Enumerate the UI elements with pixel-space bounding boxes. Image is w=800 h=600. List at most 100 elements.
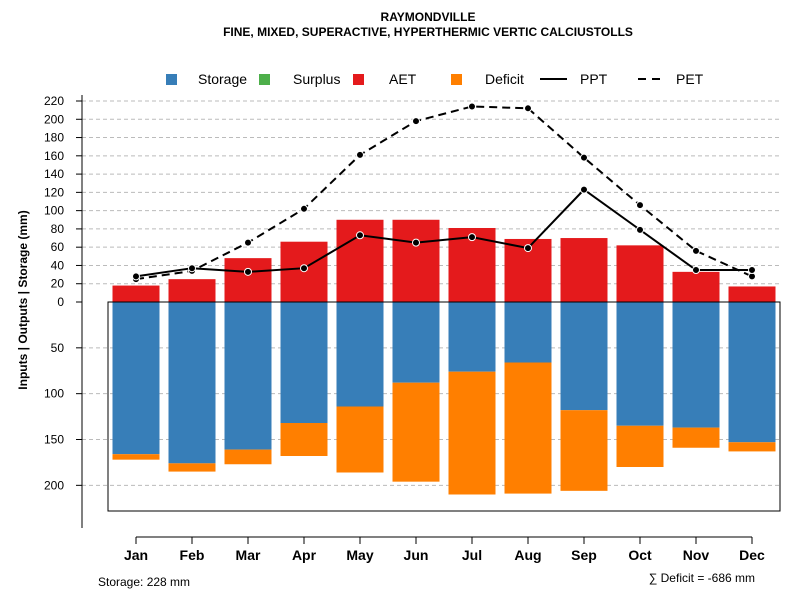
x-tick-label-nov: Nov <box>683 547 710 563</box>
ppt-point <box>132 272 140 281</box>
bar-aet-feb <box>168 279 216 302</box>
legend-label-aet: AET <box>389 71 417 87</box>
storage-label: Storage: 228 mm <box>98 575 190 589</box>
ppt-point <box>636 225 644 234</box>
pet-point <box>580 153 588 162</box>
x-tick-label-jan: Jan <box>124 547 148 563</box>
bar-deficit-apr <box>280 423 328 456</box>
ppt-point <box>356 231 364 240</box>
bar-storage-dec <box>728 302 776 443</box>
pet-point <box>412 117 420 126</box>
bar-deficit-feb <box>168 463 216 472</box>
y-tick-label: 20 <box>51 277 65 291</box>
ppt-point <box>748 266 756 275</box>
pet-line <box>135 105 753 281</box>
bar-storage-jul <box>448 302 496 372</box>
pet-point <box>244 238 252 247</box>
bar-deficit-jul <box>448 371 496 495</box>
plot-frame <box>107 301 781 512</box>
pet-point <box>692 246 700 255</box>
chart-title: RAYMONDVILLE <box>381 10 476 24</box>
x-tick-label-may: May <box>346 547 373 563</box>
pet-point <box>636 201 644 210</box>
ppt-point <box>580 185 588 194</box>
bar-aet-dec <box>728 286 776 302</box>
y-tick-label: 150 <box>44 433 64 447</box>
ppt-point <box>412 238 420 247</box>
y-tick-label: 50 <box>51 341 65 355</box>
legend-label-deficit: Deficit <box>485 71 524 87</box>
pet-point <box>468 102 476 111</box>
y-tick-label: 100 <box>44 204 64 218</box>
ppt-point <box>300 264 308 273</box>
legend-label-storage: Storage <box>198 71 247 87</box>
bar-aet-mar <box>224 258 272 302</box>
ppt-point <box>244 267 252 276</box>
legend-label-pet: PET <box>676 71 704 87</box>
x-tick-label-aug: Aug <box>514 547 541 563</box>
x-tick-label-mar: Mar <box>236 547 261 563</box>
bar-storage-feb <box>168 302 216 464</box>
bar-aet-sep <box>560 238 608 302</box>
bar-aet-jun <box>392 219 440 302</box>
legend-swatch-storage <box>166 74 177 85</box>
bar-deficit-jun <box>392 382 440 482</box>
x-tick-label-oct: Oct <box>628 547 652 563</box>
ppt-point <box>468 233 476 242</box>
legend-swatch-aet <box>353 74 364 85</box>
y-tick-label: 200 <box>44 112 64 126</box>
y-tick-label: 40 <box>51 258 65 272</box>
bar-storage-aug <box>504 302 552 363</box>
pet-point <box>356 150 364 159</box>
x-tick-label-apr: Apr <box>292 547 317 563</box>
bar-deficit-mar <box>224 449 272 465</box>
legend-swatch-surplus <box>259 74 270 85</box>
ppt-point <box>188 264 196 273</box>
bar-deficit-jan <box>112 454 160 460</box>
bar-deficit-nov <box>672 427 720 448</box>
bar-deficit-dec <box>728 442 776 452</box>
bar-storage-nov <box>672 302 720 428</box>
x-tick-label-jul: Jul <box>462 547 482 563</box>
bars <box>112 219 776 495</box>
bar-aet-jan <box>112 285 160 302</box>
y-tick-label: 80 <box>51 222 65 236</box>
bar-deficit-oct <box>616 425 664 467</box>
legend-label-ppt: PPT <box>580 71 608 87</box>
bar-aet-oct <box>616 245 664 302</box>
chart-subtitle: FINE, MIXED, SUPERACTIVE, HYPERTHERMIC V… <box>223 25 633 39</box>
legend: Storage Surplus AET Deficit PPT PET <box>166 71 704 87</box>
axes: 0 20 40 60 80 100 120 140 160 180 200 220 50 100 150 20… <box>44 94 765 563</box>
x-tick-label-sep: Sep <box>571 547 597 563</box>
pet-point <box>524 104 532 113</box>
series-lines <box>132 102 756 284</box>
bar-storage-sep <box>560 302 608 411</box>
y-tick-label: 160 <box>44 149 64 163</box>
bar-storage-jan <box>112 302 160 455</box>
ppt-point <box>524 244 532 253</box>
bar-storage-may <box>336 302 384 407</box>
legend-label-surplus: Surplus <box>293 71 340 87</box>
ppt-line <box>135 188 752 278</box>
y-tick-label: 120 <box>44 185 64 199</box>
bar-deficit-may <box>336 406 384 473</box>
bar-aet-nov <box>672 271 720 302</box>
ppt-point <box>692 266 700 275</box>
deficit-label: ∑ Deficit = -686 mm <box>649 571 755 585</box>
bar-storage-mar <box>224 302 272 450</box>
y-tick-label: 0 <box>57 295 64 309</box>
y-tick-label: 100 <box>44 387 64 401</box>
x-tick-label-feb: Feb <box>180 547 205 563</box>
y-tick-label: 200 <box>44 478 64 492</box>
legend-swatch-deficit <box>451 74 462 85</box>
y-tick-label: 220 <box>44 94 64 108</box>
y-tick-label: 180 <box>44 131 64 145</box>
x-tick-label-jun: Jun <box>404 547 429 563</box>
bar-storage-jun <box>392 302 440 383</box>
x-tick-label-dec: Dec <box>739 547 765 563</box>
y-axis-label: Inputs | Outputs | Storage (mm) <box>16 210 30 389</box>
bar-deficit-sep <box>560 410 608 491</box>
bar-storage-apr <box>280 302 328 423</box>
y-tick-label: 140 <box>44 167 64 181</box>
